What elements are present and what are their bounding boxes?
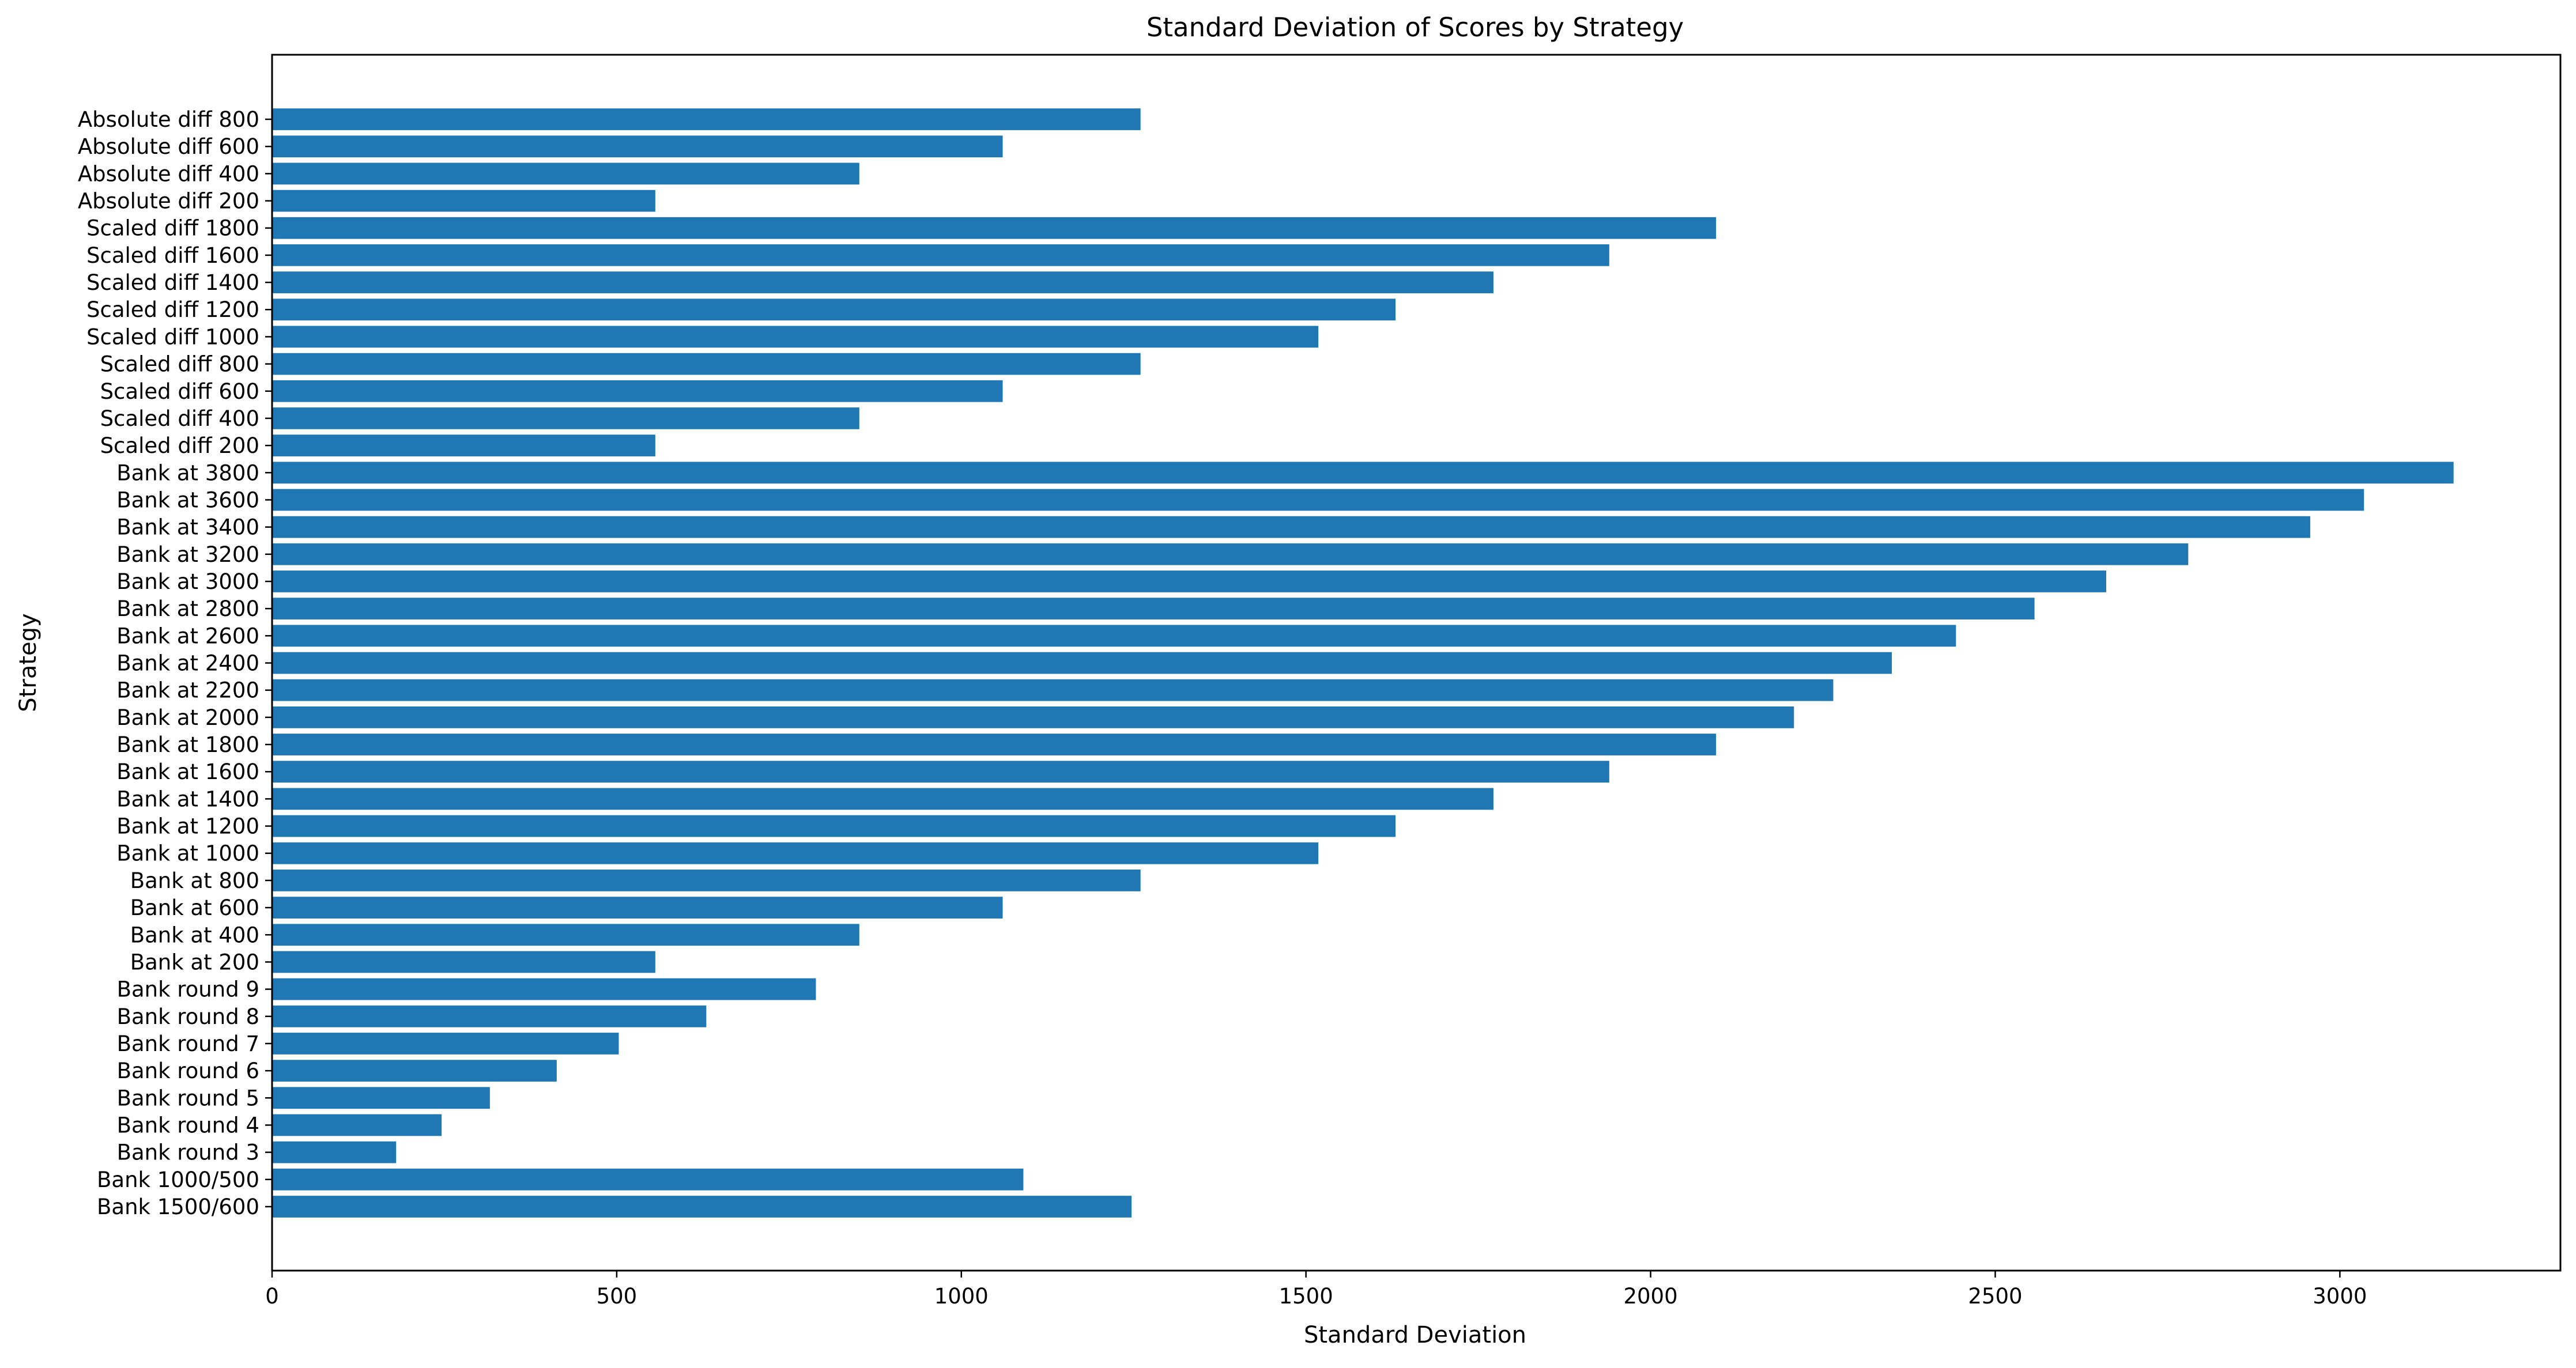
x-tick-label: 1500 [1279, 1284, 1333, 1309]
y-tick-label: Bank at 600 [130, 895, 259, 920]
bar [272, 625, 1956, 647]
y-tick-label: Bank 1500/600 [97, 1195, 259, 1219]
y-tick-label: Bank round 9 [117, 977, 259, 1002]
bar [272, 434, 655, 456]
y-tick-label: Bank at 1400 [116, 787, 259, 811]
y-tick-label: Bank round 3 [117, 1140, 259, 1165]
bar [272, 1033, 619, 1055]
y-tick-label: Bank at 1600 [116, 759, 259, 784]
y-tick-label: Bank at 800 [130, 868, 259, 893]
bar [272, 1168, 1024, 1191]
x-tick-label: 1000 [934, 1284, 989, 1309]
y-tick-label: Bank round 8 [117, 1004, 259, 1029]
bar [272, 190, 655, 212]
x-tick-label: 3000 [2313, 1284, 2367, 1309]
bar [272, 108, 1141, 130]
y-tick-label: Bank at 1200 [116, 814, 259, 839]
bar [272, 924, 859, 946]
bar [272, 815, 1396, 837]
y-tick-label: Bank at 2000 [116, 705, 259, 730]
bar [272, 978, 816, 1000]
bar [272, 271, 1493, 293]
y-tick-label: Scaled diff 200 [100, 433, 259, 458]
bar [272, 1196, 1132, 1218]
y-tick-label: Bank at 200 [130, 950, 259, 974]
y-tick-label: Scaled diff 1000 [86, 324, 259, 349]
bar [272, 1087, 490, 1109]
y-axis-label: Strategy [15, 613, 42, 712]
bar [272, 326, 1319, 348]
y-tick-label: Bank at 3200 [116, 542, 259, 567]
bar [272, 706, 1794, 728]
y-tick-label: Scaled diff 1600 [86, 243, 259, 268]
y-tick-label: Bank round 7 [117, 1031, 259, 1056]
x-axis-label: Standard Deviation [1304, 1322, 1526, 1348]
bar [272, 298, 1396, 321]
y-tick-label: Scaled diff 1400 [86, 270, 259, 295]
chart-title: Standard Deviation of Scores by Strategy [1146, 12, 1684, 43]
bar [272, 951, 655, 973]
bar [272, 543, 2189, 565]
bar [272, 897, 1003, 919]
bar [272, 1005, 707, 1027]
bar [272, 380, 1003, 402]
bar [272, 1114, 442, 1136]
bar [272, 353, 1141, 375]
bar [272, 244, 1609, 266]
y-tick-label: Absolute diff 200 [78, 189, 259, 214]
y-tick-label: Bank at 2600 [116, 623, 259, 648]
y-tick-label: Bank 1000/500 [97, 1167, 259, 1192]
bar [272, 570, 2106, 592]
y-tick-label: Scaled diff 1200 [86, 297, 259, 322]
y-tick-label: Bank at 3400 [116, 515, 259, 540]
x-tick-label: 2000 [1623, 1284, 1677, 1309]
bar [272, 516, 2310, 538]
bar [272, 761, 1609, 783]
bar [272, 788, 1493, 810]
y-tick-label: Bank at 400 [130, 923, 259, 947]
bar [272, 217, 1717, 239]
y-tick-label: Bank round 5 [117, 1086, 259, 1110]
bar [272, 842, 1319, 864]
x-tick-label: 0 [265, 1284, 279, 1309]
y-tick-label: Bank at 3800 [116, 460, 259, 485]
y-tick-label: Scaled diff 1800 [86, 216, 259, 241]
y-tick-label: Absolute diff 600 [78, 134, 259, 159]
y-tick-label: Scaled diff 800 [100, 352, 259, 377]
y-tick-label: Bank at 1000 [116, 841, 259, 866]
bar [272, 598, 2035, 620]
plot-frame [271, 54, 2562, 1272]
x-tick-label: 500 [597, 1284, 638, 1309]
y-tick-label: Scaled diff 400 [100, 406, 259, 431]
x-axis-ticks: 0 500 1000 1500 2000 2500 3000 [265, 1271, 2367, 1309]
bar [272, 163, 859, 185]
bar [272, 489, 2364, 511]
y-tick-label: Bank round 4 [117, 1113, 259, 1138]
bar [272, 462, 2454, 484]
bar [272, 679, 1834, 701]
x-tick-label: 2500 [1968, 1284, 2022, 1309]
y-tick-label: Bank at 2400 [116, 651, 259, 676]
y-tick-label: Scaled diff 600 [100, 379, 259, 404]
bar [272, 407, 859, 429]
y-tick-label: Bank at 1800 [116, 732, 259, 757]
bar [272, 734, 1717, 755]
y-tick-label: Bank at 3600 [116, 488, 259, 512]
bar [272, 652, 1892, 674]
bar [272, 1141, 397, 1163]
y-tick-label: Absolute diff 800 [78, 107, 259, 132]
y-tick-label: Bank at 2800 [116, 596, 259, 621]
y-tick-label: Bank at 3000 [116, 569, 259, 594]
bar [272, 870, 1141, 891]
y-tick-label: Bank round 6 [117, 1059, 259, 1083]
bars-group [272, 108, 2454, 1218]
y-tick-label: Bank at 2200 [116, 678, 259, 703]
bar [272, 1060, 557, 1082]
y-tick-label: Absolute diff 400 [78, 161, 259, 186]
bar [272, 135, 1003, 158]
